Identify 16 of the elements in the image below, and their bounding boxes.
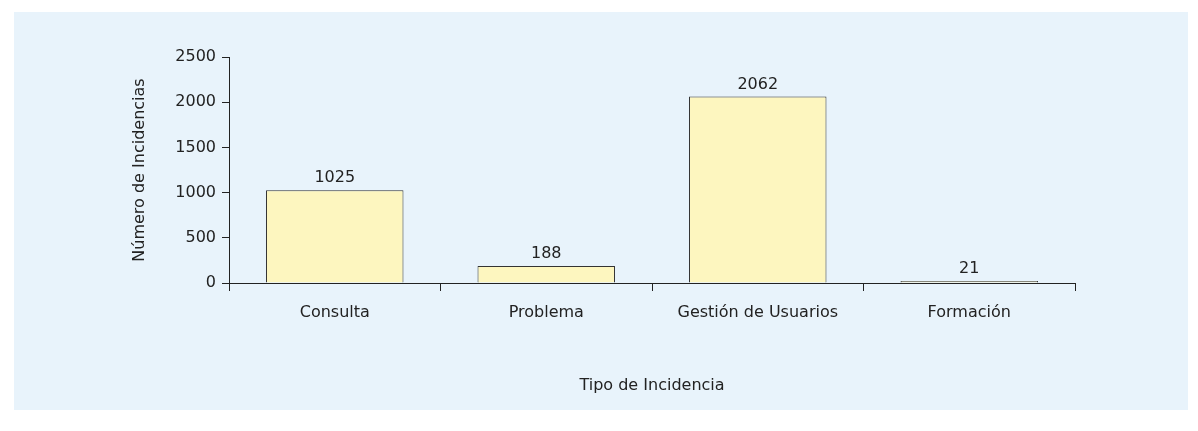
data-label: 2062 [737, 73, 779, 93]
y-axis-title: Número de Incidencias [128, 78, 148, 262]
x-tick-label: Consulta [299, 301, 370, 321]
data-label: 188 [530, 243, 562, 263]
y-tick-label: 1000 [175, 181, 216, 201]
data-label: 1025 [314, 167, 356, 187]
y-tick-label: 500 [185, 226, 216, 246]
y-tick-label: 2000 [175, 91, 216, 111]
x-tick-label: Gestión de Usuarios [677, 301, 839, 321]
y-tick-label: 1500 [175, 136, 216, 156]
x-tick-label: Formación [927, 301, 1011, 321]
x-axis-title: Tipo de Incidencia [578, 374, 725, 394]
data-label: 21 [959, 258, 980, 278]
y-tick-label: 2500 [175, 46, 216, 66]
y-tick-label: 0 [205, 272, 216, 292]
x-tick-label: Problema [508, 301, 584, 321]
